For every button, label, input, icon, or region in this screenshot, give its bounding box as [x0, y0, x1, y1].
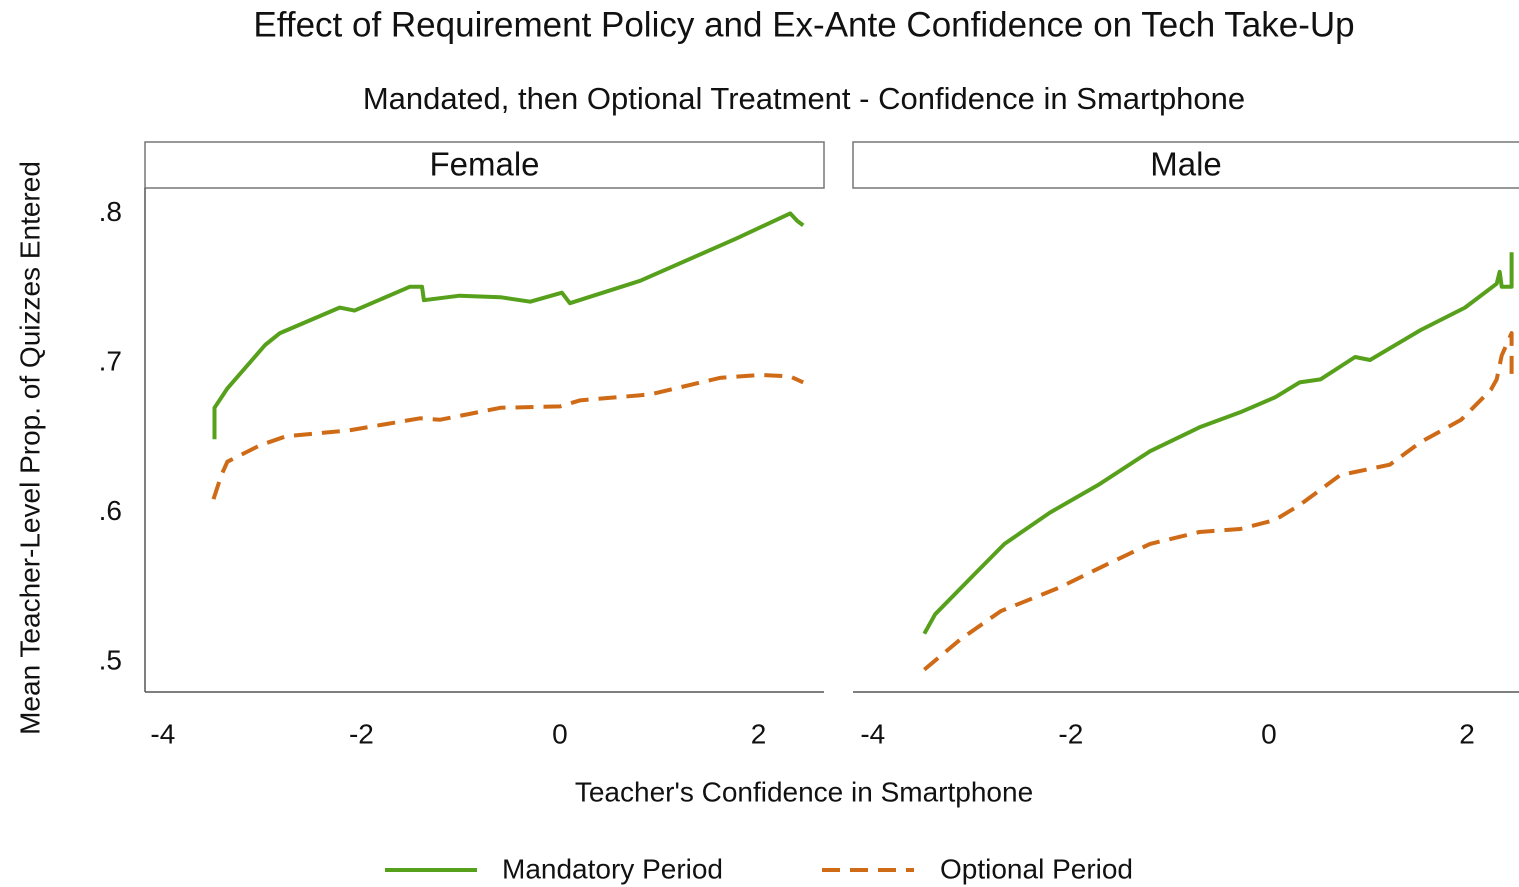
series-line: [212, 211, 805, 440]
panel-title: Male: [1150, 146, 1222, 183]
legend-label: Optional Period: [940, 853, 1133, 884]
y-tick-label: .5: [99, 644, 122, 675]
panel-title: Female: [429, 146, 539, 183]
strip: [144, 141, 825, 189]
legend-label: Mandatory Period: [502, 853, 723, 884]
x-tick-label: 2: [751, 718, 767, 749]
series-line: [922, 252, 1514, 635]
x-axis-label: Teacher's Confidence in Smartphone: [575, 776, 1033, 807]
y-tick-label: .8: [99, 196, 122, 227]
x-tick-label: -2: [1058, 718, 1083, 749]
x-tick-label: 0: [552, 718, 568, 749]
x-tick-label: -2: [349, 718, 374, 749]
y-tick-label: .6: [99, 495, 122, 526]
x-tick-label: -4: [860, 718, 885, 749]
strip: [852, 141, 1519, 189]
series-line: [211, 372, 805, 500]
chart-subtitle: Mandated, then Optional Treatment - Conf…: [363, 81, 1245, 116]
x-tick-label: -4: [150, 718, 175, 749]
x-tick-label: 0: [1261, 718, 1277, 749]
series-line: [923, 331, 1514, 672]
x-tick-label: 2: [1459, 718, 1475, 749]
y-axis-label: Mean Teacher-Level Prop. of Quizzes Ente…: [14, 161, 45, 735]
chart-title: Effect of Requirement Policy and Ex-Ante…: [253, 5, 1354, 44]
y-tick-label: .7: [99, 345, 122, 376]
